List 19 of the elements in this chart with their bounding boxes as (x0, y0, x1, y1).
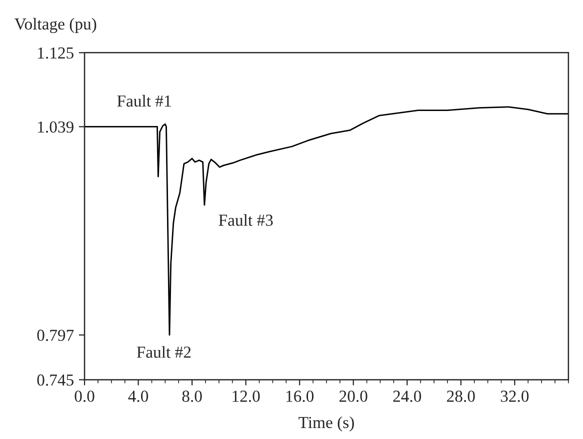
x-tick-label: 32.0 (500, 390, 529, 402)
x-tick-label: 20.0 (340, 390, 368, 402)
x-tick-label: 24.0 (393, 390, 422, 402)
x-tick-label: 16.0 (286, 390, 314, 402)
x-tick-label: 28.0 (447, 390, 475, 402)
annotation: Fault #2 (136, 346, 191, 358)
x-tick-label: 4.0 (128, 390, 148, 402)
x-tick-label: 12.0 (232, 390, 260, 402)
y-tick-label: 0.797 (37, 330, 74, 341)
y-tick-label: 1.039 (38, 121, 74, 133)
line-series (84, 106, 568, 336)
x-axis-title: Time (s) (298, 416, 354, 432)
x-tick-label: 0.0 (74, 390, 94, 402)
y-axis-title: Voltage (pu) (14, 18, 96, 34)
annotation: Fault #1 (117, 94, 171, 107)
annotation: Fault #3 (218, 214, 273, 226)
y-tick-label: 0.745 (37, 374, 74, 386)
x-tick-label: 8.0 (182, 390, 202, 402)
y-tick-label: 1.125 (38, 47, 74, 59)
